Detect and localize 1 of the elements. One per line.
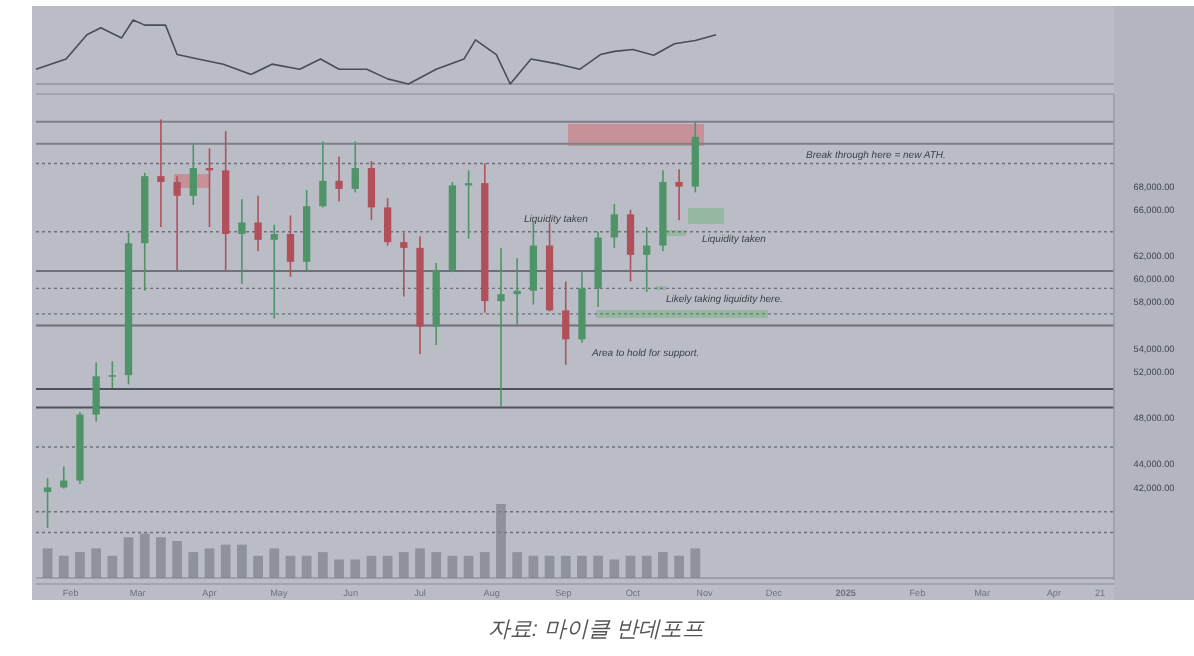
text: 자료: 마이클 반데포프 [487, 618, 707, 642]
